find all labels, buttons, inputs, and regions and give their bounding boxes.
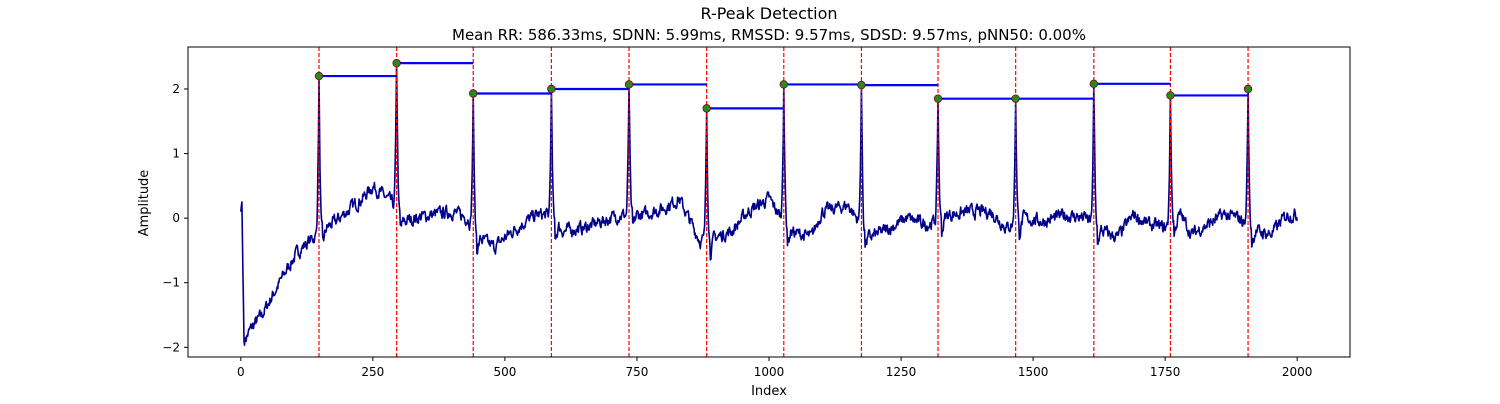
ecg-signal-line xyxy=(240,62,1298,346)
r-peak-marker-7 xyxy=(779,80,788,89)
x-tick-label-500: 500 xyxy=(493,365,516,379)
r-peak-marker-11 xyxy=(1089,79,1099,89)
x-tick-label-1750: 1750 xyxy=(1150,365,1181,379)
x-tick-label-750: 750 xyxy=(626,365,649,379)
r-peak-marker-10 xyxy=(1011,94,1020,103)
r-peak-marker-6 xyxy=(702,104,711,113)
axes: 0 250 500 750 1000 1250 1500 1750 2000 −2 −1 0 1 2 xyxy=(162,46,1351,379)
x-tick-label-2000: 2000 xyxy=(1282,365,1313,379)
y-tick-label-2: 2 xyxy=(172,82,180,96)
y-tick-label-1: 1 xyxy=(172,147,180,161)
x-tick-label-0: 0 xyxy=(237,365,245,379)
x-tick-label-1500: 1500 xyxy=(1018,365,1049,379)
chart-title: R-Peak Detection xyxy=(700,4,837,23)
r-peak-marker-4 xyxy=(547,84,556,94)
x-tick-label-1000: 1000 xyxy=(754,365,785,379)
y-tick-label--2: −2 xyxy=(162,340,180,354)
x-tick-label-1250: 1250 xyxy=(886,365,917,379)
r-peak-marker-5 xyxy=(624,80,634,89)
r-peak-marker-2 xyxy=(392,58,401,68)
x-axis-label: Index xyxy=(751,384,787,399)
y-tick-label-0: 0 xyxy=(172,211,180,225)
r-peak-marker-1 xyxy=(314,71,324,81)
y-axis-label: Amplitude xyxy=(137,170,152,237)
r-peak-marker-9 xyxy=(933,94,943,103)
r-peak-marker-12 xyxy=(1166,91,1175,100)
r-peak-marker-13 xyxy=(1243,84,1253,94)
y-tick-label--1: −1 xyxy=(162,276,180,290)
r-peak-marker-3 xyxy=(469,89,478,98)
chart-subtitle: Mean RR: 586.33ms, SDNN: 5.99ms, RMSSD: … xyxy=(452,26,1086,44)
r-peak-marker-8 xyxy=(857,80,866,90)
x-tick-label-250: 250 xyxy=(361,365,384,379)
plot-area xyxy=(240,47,1298,357)
